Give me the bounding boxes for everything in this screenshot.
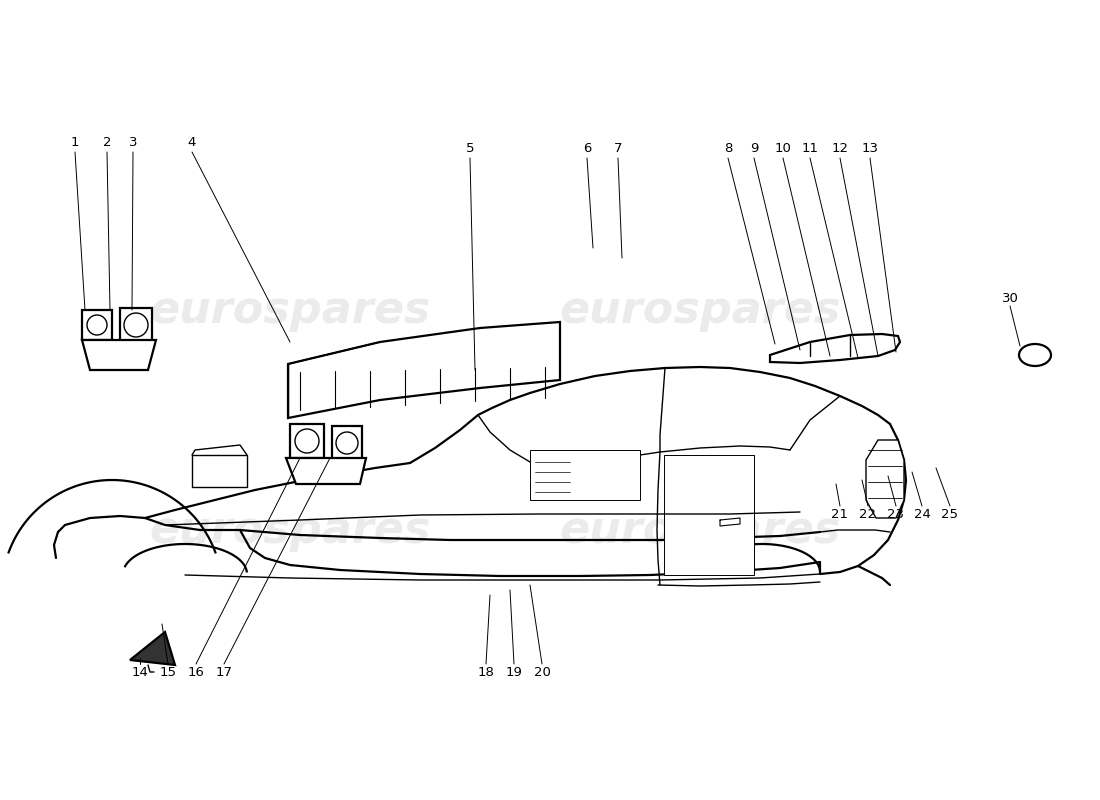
Bar <box>192 455 248 487</box>
Text: 11: 11 <box>802 142 818 154</box>
Text: eurospares: eurospares <box>559 289 840 331</box>
Text: 5: 5 <box>465 142 474 154</box>
Text: 15: 15 <box>160 666 176 678</box>
Circle shape <box>336 432 358 454</box>
Text: eurospares: eurospares <box>150 289 431 331</box>
Text: eurospares: eurospares <box>150 509 431 551</box>
Text: 17: 17 <box>216 666 232 678</box>
Text: 25: 25 <box>942 507 958 521</box>
Polygon shape <box>82 340 156 370</box>
Polygon shape <box>866 440 904 518</box>
Polygon shape <box>286 458 366 484</box>
Circle shape <box>295 429 319 453</box>
Text: 18: 18 <box>477 666 494 678</box>
Polygon shape <box>130 632 175 665</box>
Text: 12: 12 <box>832 142 848 154</box>
Bar <box>530 450 640 500</box>
Text: 30: 30 <box>1002 291 1019 305</box>
Text: 19: 19 <box>506 666 522 678</box>
Bar <box>664 455 754 575</box>
Text: 24: 24 <box>914 507 931 521</box>
Text: 13: 13 <box>861 142 879 154</box>
Text: 2: 2 <box>102 135 111 149</box>
Ellipse shape <box>1019 344 1050 366</box>
Bar <box>82 310 112 340</box>
Text: 10: 10 <box>774 142 791 154</box>
Text: 22: 22 <box>859 507 877 521</box>
Bar <box>290 424 324 458</box>
Bar <box>332 426 362 460</box>
Text: 8: 8 <box>724 142 733 154</box>
Bar <box>120 308 152 342</box>
Text: 20: 20 <box>534 666 550 678</box>
Text: 16: 16 <box>188 666 205 678</box>
Text: 4: 4 <box>188 135 196 149</box>
Text: eurospares: eurospares <box>559 509 840 551</box>
Polygon shape <box>288 322 560 418</box>
Text: 23: 23 <box>888 507 904 521</box>
Text: 21: 21 <box>832 507 848 521</box>
Text: 3: 3 <box>129 135 138 149</box>
Text: 7: 7 <box>614 142 623 154</box>
Text: 1: 1 <box>70 135 79 149</box>
Text: 14: 14 <box>132 666 148 678</box>
Circle shape <box>87 315 107 335</box>
Text: 6: 6 <box>583 142 591 154</box>
Polygon shape <box>770 334 900 363</box>
Text: 9: 9 <box>750 142 758 154</box>
Circle shape <box>124 313 148 337</box>
